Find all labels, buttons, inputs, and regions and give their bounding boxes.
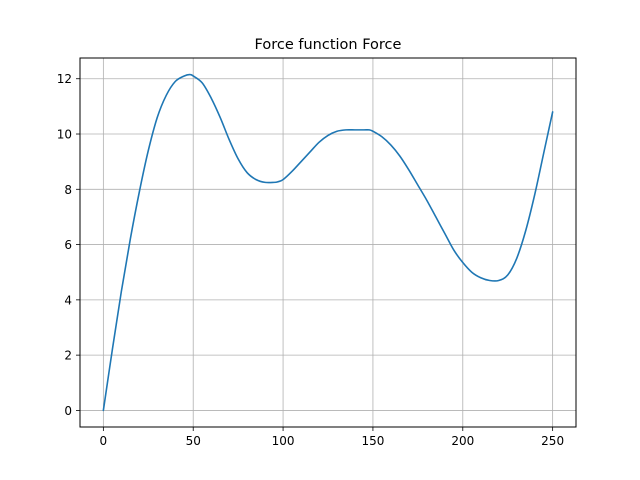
x-tick-label: 250 <box>541 434 564 448</box>
plot-frame <box>79 57 577 428</box>
x-tick-label: 100 <box>272 434 295 448</box>
y-tick-label: 2 <box>64 349 72 363</box>
chart-title: Force function Force <box>255 37 402 53</box>
x-tick-label: 50 <box>186 434 201 448</box>
grid <box>80 58 576 427</box>
y-tick-label: 6 <box>64 238 72 252</box>
y-tick-label: 0 <box>64 404 72 418</box>
x-tick-label: 150 <box>361 434 384 448</box>
x-tick-label: 200 <box>451 434 474 448</box>
y-tick-label: 12 <box>57 72 72 86</box>
y-tick-label: 10 <box>57 128 72 142</box>
y-tick-label: 4 <box>64 293 72 307</box>
ticks: 0 50 100 150 200 250 0 2 4 6 8 10 12 <box>57 72 564 448</box>
series-line <box>102 73 554 412</box>
series-layer <box>102 73 554 412</box>
x-tick-label: 0 <box>100 434 108 448</box>
y-tick-label: 8 <box>64 183 72 197</box>
